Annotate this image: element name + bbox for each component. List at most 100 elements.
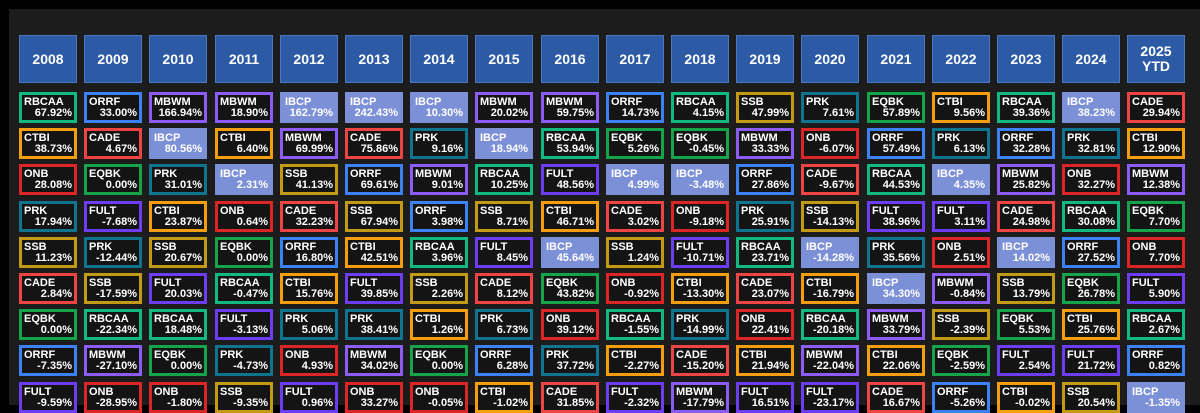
return-cell: ONB 7.70% [1127, 237, 1185, 268]
return-value: 9.16% [431, 143, 463, 155]
return-cell: CADE 23.07% [736, 273, 794, 304]
return-value: -2.27% [624, 360, 659, 372]
ticker-label: CADE [24, 277, 56, 289]
return-value: 20.02% [490, 107, 528, 119]
ticker-label: FULT [1002, 349, 1030, 361]
return-cell: ORRF 3.98% [410, 201, 468, 232]
return-cell: EQBK 7.70% [1127, 201, 1185, 232]
return-value: -1.02% [493, 397, 528, 409]
ticker-label: CADE [480, 277, 512, 289]
return-cell: IBCP 242.43% [345, 92, 403, 123]
ticker-label: PRK [350, 313, 374, 325]
ticker-label: FULT [806, 386, 834, 398]
ticker-label: EQBK [546, 277, 578, 289]
return-cell: ONB 32.27% [1062, 164, 1120, 195]
return-value: 33.00% [99, 107, 137, 119]
return-cell: IBCP -3.48% [671, 164, 729, 195]
ticker-label: CADE [1002, 205, 1034, 217]
return-value: 33.33% [751, 143, 789, 155]
return-value: 35.56% [882, 252, 920, 264]
ticker-label: MBWM [220, 96, 257, 108]
return-cell: IBCP 34.30% [867, 273, 925, 304]
return-cell: IBCP 10.30% [410, 92, 468, 123]
return-cell: FULT 3.11% [932, 201, 990, 232]
return-cell: EQBK 43.82% [541, 273, 599, 304]
ticker-label: EQBK [872, 96, 904, 108]
year-header: 2009 [84, 35, 142, 83]
return-value: -14.99% [683, 324, 724, 336]
return-cell: FULT -7.68% [84, 201, 142, 232]
ticker-label: ORRF [24, 349, 56, 361]
return-cell: PRK -12.44% [84, 237, 142, 268]
return-value: 9.56% [953, 107, 985, 119]
return-value: -15.20% [683, 360, 724, 372]
returns-quilt-chart: 2008 RBCAA 67.92% CTBI 38.73% ONB 28.08% PRK 17.… [9, 9, 1200, 413]
return-value: -22.34% [96, 324, 137, 336]
return-value: 69.61% [360, 179, 398, 191]
return-value: 5.26% [627, 143, 659, 155]
return-value: 7.70% [1148, 252, 1180, 264]
return-cell: RBCAA 44.53% [867, 164, 925, 195]
return-cell: IBCP 4.35% [932, 164, 990, 195]
return-value: -0.92% [624, 288, 659, 300]
ticker-label: CTBI [611, 349, 637, 361]
year-header: 2021 [867, 35, 925, 83]
ticker-label: FULT [24, 386, 52, 398]
ticker-label: SSB [611, 241, 634, 253]
return-cell: ONB 22.41% [736, 309, 794, 340]
return-value: -22.04% [813, 360, 854, 372]
return-cell: ONB 4.93% [280, 345, 338, 376]
return-cell: PRK 7.61% [801, 92, 859, 123]
return-value: 2.54% [1018, 360, 1050, 372]
ticker-label: EQBK [24, 313, 56, 325]
return-cell: MBWM -22.04% [801, 345, 859, 376]
ticker-label: CADE [872, 386, 904, 398]
ticker-label: MBWM [415, 168, 452, 180]
return-cell: FULT 5.90% [1127, 273, 1185, 304]
return-value: -3.13% [233, 324, 268, 336]
return-cell: RBCAA 67.92% [19, 92, 77, 123]
return-cell: CADE 16.67% [867, 382, 925, 413]
ticker-label: FULT [89, 205, 117, 217]
return-cell: ORRF -7.35% [19, 345, 77, 376]
ticker-label: CADE [350, 132, 382, 144]
return-cell: MBWM 9.01% [410, 164, 468, 195]
ticker-label: CTBI [676, 277, 702, 289]
return-value: -7.68% [102, 216, 137, 228]
ticker-label: FULT [741, 386, 769, 398]
ticker-label: IBCP [1132, 386, 1159, 398]
return-cell: PRK 17.94% [19, 201, 77, 232]
return-cell: RBCAA -20.18% [801, 309, 859, 340]
return-value: 26.78% [1077, 288, 1115, 300]
return-value: 34.02% [360, 360, 398, 372]
return-cell: CTBI -16.79% [801, 273, 859, 304]
return-cell: MBWM -27.10% [84, 345, 142, 376]
ticker-label: ORRF [285, 241, 317, 253]
ticker-label: IBCP [546, 241, 573, 253]
ticker-label: SSB [24, 241, 47, 253]
year-header: 2022 [932, 35, 990, 83]
ticker-label: ORRF [741, 168, 773, 180]
ticker-label: CTBI [415, 313, 441, 325]
year-header: 2016 [541, 35, 599, 83]
return-cell: RBCAA 30.08% [1062, 201, 1120, 232]
return-value: -0.45% [689, 143, 724, 155]
return-cell: CADE 24.98% [997, 201, 1055, 232]
return-cell: CADE 75.86% [345, 128, 403, 159]
return-value: -1.80% [167, 397, 202, 409]
return-cell: EQBK 5.26% [606, 128, 664, 159]
return-cell: ONB 0.64% [215, 201, 273, 232]
return-value: -9.67% [819, 179, 854, 191]
ticker-label: ORRF [937, 386, 969, 398]
return-value: 75.86% [360, 143, 398, 155]
return-cell: IBCP 18.94% [475, 128, 533, 159]
ticker-label: EQBK [89, 168, 121, 180]
return-cell: IBCP 14.02% [997, 237, 1055, 268]
return-value: 67.94% [360, 216, 398, 228]
ticker-label: ONB [676, 205, 701, 217]
ticker-label: FULT [872, 205, 900, 217]
return-cell: CTBI -2.27% [606, 345, 664, 376]
return-cell: FULT 48.56% [541, 164, 599, 195]
return-cell: MBWM -0.84% [932, 273, 990, 304]
return-cell: MBWM 34.02% [345, 345, 403, 376]
